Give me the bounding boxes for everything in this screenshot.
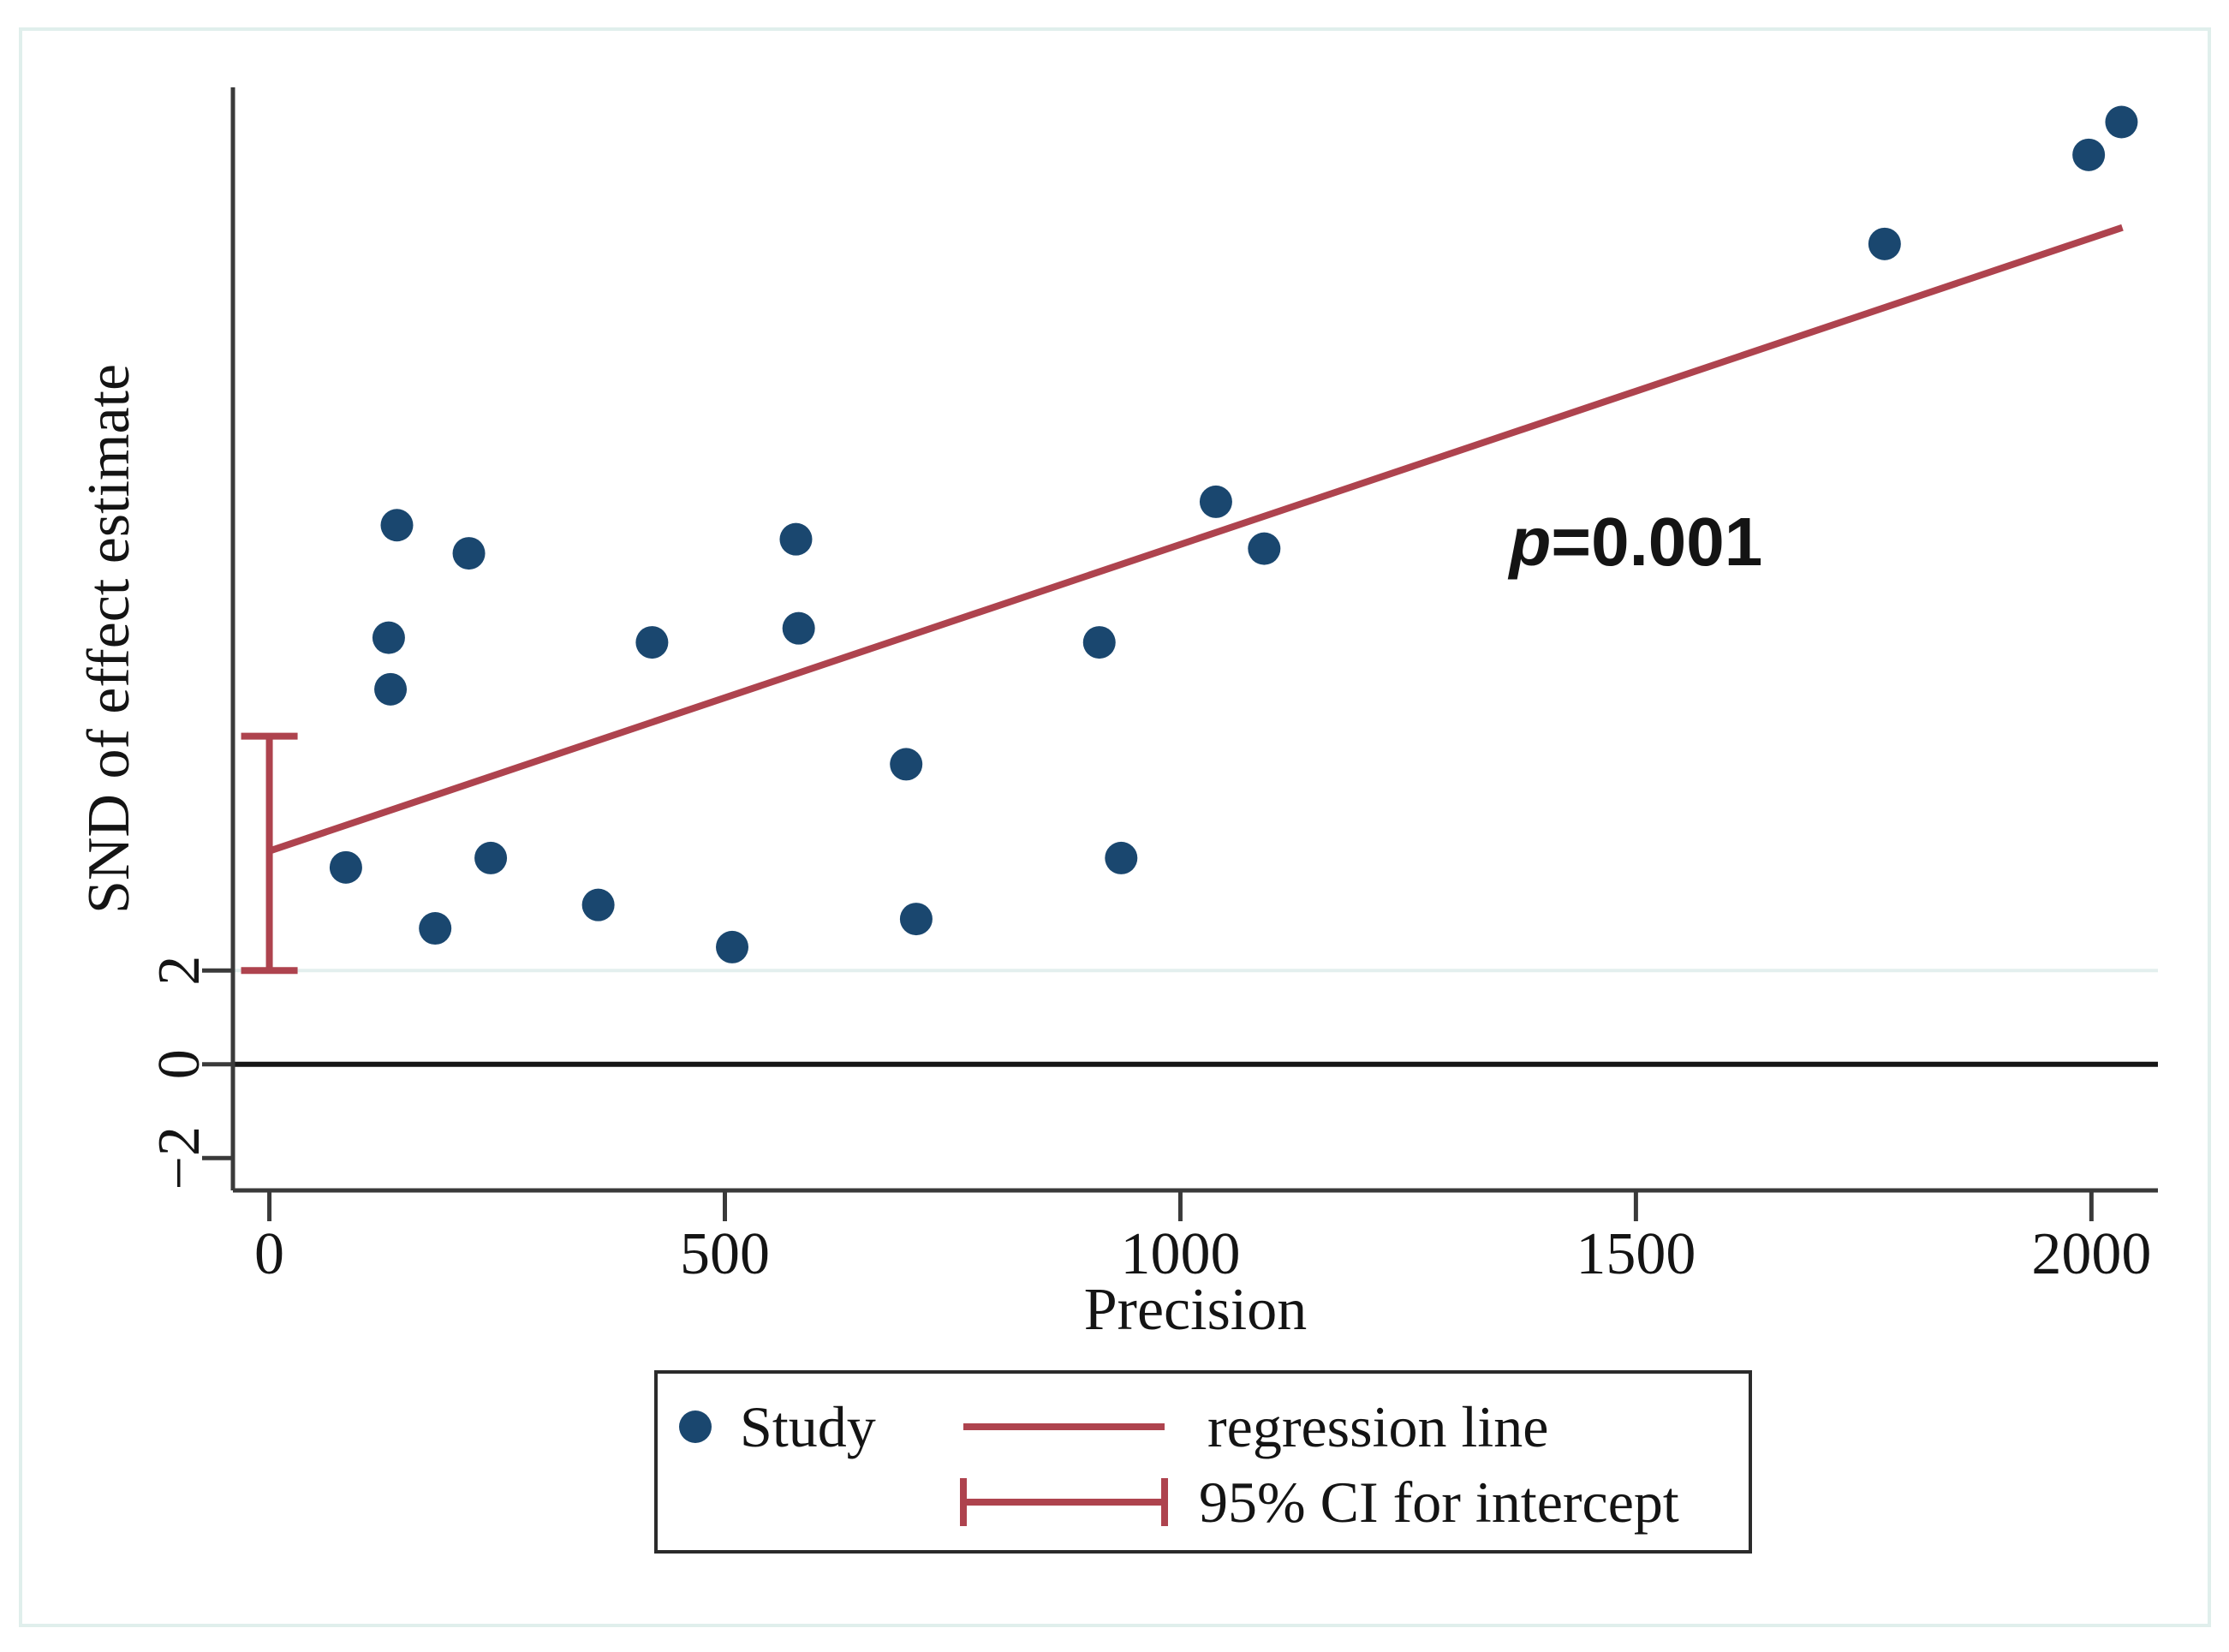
data-point [899,903,933,936]
data-point [1199,485,1232,518]
ci-intercept-bar [241,732,298,975]
data-point [635,626,669,659]
axis-ticks [202,968,2094,1221]
legend-ci-bar-icon [960,1478,1168,1526]
x-axis-title: Precision [1084,1277,1308,1343]
y-tick-label: 2 [146,956,212,986]
data-point [1105,841,1138,874]
data-point [329,850,362,884]
y-tick-label: 0 [146,1049,212,1079]
figure-frame [19,27,2211,1627]
study-points [329,105,2138,963]
data-point [380,509,414,542]
data-point [2105,105,2138,139]
legend-label-regression-line: regression line [1207,1394,1548,1459]
p-value-annotation-value: =0.001 [1551,504,1762,580]
x-tick-label: 1500 [1576,1221,1696,1287]
p-value-annotation-p: p [1507,504,1551,580]
y-tick-label: −2 [146,1126,212,1190]
data-point [890,748,923,781]
data-point [452,537,486,570]
data-point [2072,138,2106,171]
x-tick-label: 500 [680,1221,770,1287]
data-point [1248,532,1281,565]
legend-label-ci-intercept: 95% CI for intercept [1199,1470,1679,1535]
axes [230,87,2158,1193]
data-point [782,611,815,645]
data-point [779,522,813,556]
data-point [372,621,405,654]
reference-lines [233,969,2158,1067]
data-point [581,888,615,921]
legend-box [654,1370,1752,1554]
x-tick-label: 1000 [1120,1221,1240,1287]
data-point [419,912,452,945]
data-point [374,672,408,706]
x-tick-label: 2000 [2031,1221,2151,1287]
data-point [716,930,749,963]
axis-tick-labels: 0 500 1000 1500 2000 −2 0 2 [146,956,2151,1287]
regression-line-segment [268,224,2124,855]
data-point [474,841,508,874]
p-value-annotation: p=0.001 [1507,504,1762,580]
legend: Study regression line 95% CI for interce… [654,1370,1752,1554]
x-tick-label: 0 [254,1221,284,1287]
legend-dot-icon [679,1410,712,1443]
legend-label-study: Study [740,1394,876,1459]
y-axis-title: SND of effect estimate [76,364,142,914]
data-point [1082,626,1116,659]
regression-line [268,224,2124,855]
data-point [1868,227,1901,260]
